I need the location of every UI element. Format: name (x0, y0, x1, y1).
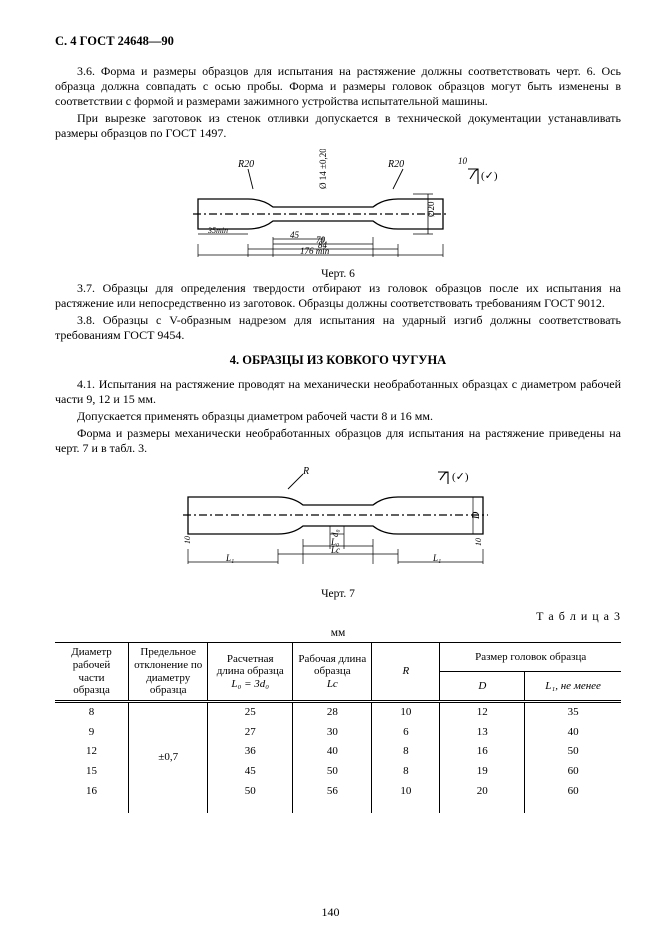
para-3-6-b: При вырезке заготовок из стенок отливки … (55, 111, 621, 141)
svg-text:(✓): (✓) (452, 471, 469, 483)
svg-text:(✓): (✓) (481, 170, 498, 182)
th-l1: L₁, не менее (525, 671, 621, 701)
figure-7-label: Черт. 7 (55, 587, 621, 601)
svg-text:45: 45 (290, 230, 300, 240)
td-tolerance: ±0,7 (129, 701, 208, 812)
th-tolerance: Предельное отклонение по диаметру образц… (129, 643, 208, 702)
page-header: С. 4 ГОСТ 24648—90 (55, 34, 621, 50)
figure-6-label: Черт. 6 (55, 267, 621, 281)
para-3-7: 3.7. Образцы для определения твердости о… (55, 281, 621, 311)
th-head-size: Размер головок образца (440, 643, 621, 672)
svg-text:Ø20: Ø20 (426, 201, 436, 217)
para-4-1-b: Допускается применять образцы диаметром … (55, 409, 621, 424)
th-r: R (372, 643, 440, 702)
th-calc-length: Расчетная длина образца L₀ = 3d₀ (208, 643, 293, 702)
svg-text:d₀: d₀ (330, 529, 340, 537)
page-number: 140 (0, 905, 661, 920)
table-row: 8 ±0,7 25 28 10 12 35 (55, 701, 621, 722)
svg-text:R20: R20 (387, 159, 404, 170)
svg-text:R: R (302, 466, 309, 477)
para-4-1-a: 4.1. Испытания на растяжение проводят на… (55, 377, 621, 407)
figure-6: R20 R20 Ø 14 ±0,20 Ø20 45 70 84 176 min … (55, 149, 621, 263)
svg-text:10: 10 (474, 538, 483, 546)
svg-text:Lс: Lс (330, 545, 340, 555)
para-3-6-a: 3.6. Форма и размеры образцов для испыта… (55, 64, 621, 109)
table-3: Диаметр рабочей части образца Предельное… (55, 642, 621, 812)
th-work-length: Рабочая длина образца Lс (293, 643, 372, 702)
table-3-unit: мм (55, 626, 621, 640)
th-d: D (440, 671, 525, 701)
figure-7: R d₀ D L₀ Lс L₁ L₁ 10 10 (✓) (55, 464, 621, 583)
th-diameter: Диаметр рабочей части образца (55, 643, 129, 702)
svg-text:L₁: L₁ (432, 553, 441, 563)
svg-text:35min: 35min (207, 226, 228, 235)
svg-text:10: 10 (183, 536, 192, 544)
svg-text:D: D (471, 511, 482, 520)
svg-text:L₁: L₁ (225, 553, 234, 563)
svg-text:R20: R20 (237, 159, 254, 170)
para-4-1-c: Форма и размеры механически необработанн… (55, 426, 621, 456)
svg-text:176 min: 176 min (300, 246, 330, 256)
svg-text:10: 10 (458, 156, 468, 166)
section-4-title: 4. ОБРАЗЦЫ ИЗ КОВКОГО ЧУГУНА (55, 353, 621, 369)
table-3-caption: Т а б л и ц а 3 (55, 609, 621, 624)
para-3-8: 3.8. Образцы с V-образным надрезом для и… (55, 313, 621, 343)
svg-text:Ø 14 ±0,20: Ø 14 ±0,20 (318, 149, 328, 189)
